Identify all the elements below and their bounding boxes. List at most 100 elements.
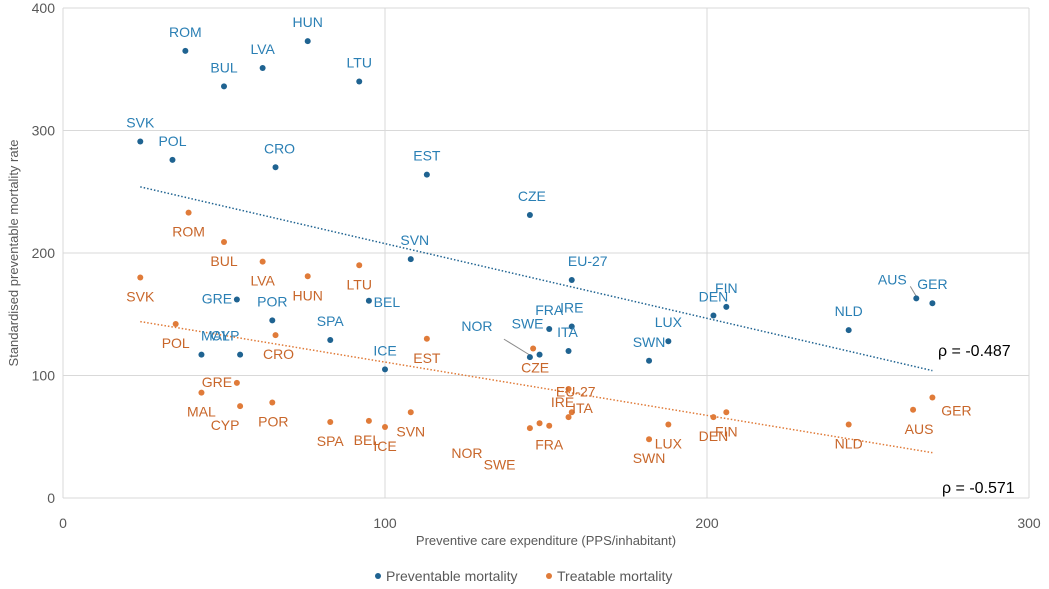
preventable-label-cze: CZE bbox=[518, 188, 546, 204]
gridlines bbox=[62, 7, 1030, 499]
treatable-label-ice: ICE bbox=[373, 438, 396, 454]
x-tick-label: 300 bbox=[1017, 515, 1041, 531]
preventable-label-lva: LVA bbox=[250, 41, 275, 57]
preventable-label-svn: SVN bbox=[400, 232, 429, 248]
preventable-point-gre bbox=[233, 296, 240, 303]
preventable-leader-nor bbox=[503, 338, 531, 356]
x-tick-label: 100 bbox=[373, 515, 397, 531]
preventable-label-nld: NLD bbox=[835, 303, 863, 319]
treatable-label-svk: SVK bbox=[126, 289, 155, 305]
preventable-point-bul bbox=[221, 83, 227, 90]
legend-label-treatable: Treatable mortality bbox=[557, 568, 672, 584]
treatable-label-aus: AUS bbox=[905, 421, 934, 437]
treatable-point-swe bbox=[536, 420, 543, 427]
treatable-label-hun: HUN bbox=[293, 287, 323, 303]
preventable-trendline bbox=[140, 186, 933, 372]
treatable-label-eu-27: EU-27 bbox=[556, 383, 596, 399]
treatable-label-swn: SWN bbox=[633, 450, 666, 466]
preventable-label-svk: SVK bbox=[126, 115, 155, 131]
treatable-label-bel: BEL bbox=[354, 432, 381, 448]
preventable-label-aus: AUS bbox=[878, 271, 907, 287]
preventable-label-eu-27: EU-27 bbox=[568, 253, 608, 269]
preventable-label-por: POR bbox=[257, 293, 287, 309]
treatable-label-spa: SPA bbox=[317, 433, 345, 449]
preventable-point-cro bbox=[272, 164, 279, 171]
treatable-point-ice bbox=[382, 423, 388, 430]
treatable-label-gre: GRE bbox=[202, 374, 232, 390]
preventable-point-nld bbox=[845, 327, 852, 334]
treatable-label-fra: FRA bbox=[535, 437, 564, 453]
legend: Preventable mortality Treatable mortalit… bbox=[375, 568, 672, 584]
preventable-point-bel bbox=[365, 297, 372, 304]
preventable-point-ltu bbox=[356, 78, 363, 85]
treatable-point-bul bbox=[221, 238, 227, 245]
preventable-point-pol bbox=[169, 156, 176, 163]
treatable-point-pol bbox=[172, 321, 179, 328]
preventable-point-nor bbox=[526, 354, 533, 361]
y-tick-label: 400 bbox=[32, 0, 56, 16]
preventable-point-svn bbox=[407, 256, 414, 263]
treatable-label-fin: FIN bbox=[715, 423, 738, 439]
treatable-label-nor: NOR bbox=[451, 445, 482, 461]
axis-ticks: 0 100 200 300 400 0 100 200 300 bbox=[32, 0, 1041, 531]
treatable-point-cze bbox=[530, 345, 537, 352]
treatable-point-est bbox=[423, 335, 430, 342]
preventable-point-por bbox=[269, 317, 276, 324]
preventable-point-aus bbox=[913, 295, 920, 302]
x-tick-label: 0 bbox=[59, 515, 67, 531]
preventable-point-ice bbox=[382, 366, 388, 373]
treatable-label-pol: POL bbox=[162, 335, 190, 351]
x-axis-title: Preventive care expenditure (PPS/inhabit… bbox=[416, 533, 676, 548]
y-axis-title: Standardised preventable mortality rate bbox=[6, 140, 21, 367]
preventable-leader-aus bbox=[909, 286, 917, 297]
preventable-label-fin: FIN bbox=[715, 280, 738, 296]
treatable-label-cyp: CYP bbox=[211, 417, 240, 433]
preventable-label-rom: ROM bbox=[169, 24, 202, 40]
treatable-point-gre bbox=[233, 379, 240, 386]
preventable-point-ire bbox=[568, 323, 575, 330]
preventable-label-fra: FRA bbox=[535, 302, 564, 318]
preventable-point-fra bbox=[546, 325, 553, 332]
preventable-label-nor: NOR bbox=[461, 318, 492, 334]
preventable-point-rom bbox=[182, 47, 189, 54]
treatable-point-hun bbox=[304, 273, 311, 280]
preventable-label-bul: BUL bbox=[210, 59, 237, 75]
treatable-point-ger bbox=[929, 394, 936, 401]
preventable-point-lva bbox=[259, 65, 266, 72]
treatable-point-spa bbox=[327, 419, 334, 426]
preventable-label-ire: IRE bbox=[560, 300, 583, 316]
preventable-label-mal: MAL bbox=[201, 328, 230, 344]
treatable-rho-annotation: ρ = -0.571 bbox=[942, 480, 1015, 497]
treatable-label-swe: SWE bbox=[484, 456, 516, 472]
preventable-label-cro: CRO bbox=[264, 140, 295, 156]
preventable-point-swn bbox=[646, 357, 653, 364]
treatable-point-eu-27 bbox=[568, 409, 575, 416]
preventable-label-swn: SWN bbox=[633, 334, 666, 350]
preventable-point-fin bbox=[723, 303, 730, 310]
treatable-label-ger: GER bbox=[941, 403, 971, 419]
treatable-label-mal: MAL bbox=[187, 404, 216, 420]
preventable-point-spa bbox=[327, 336, 334, 343]
preventable-point-swe bbox=[536, 351, 543, 358]
preventable-label-lux: LUX bbox=[655, 314, 683, 330]
preventable-point-est bbox=[423, 171, 430, 178]
treatable-point-ita bbox=[565, 385, 572, 392]
treatable-point-lva bbox=[259, 258, 266, 265]
preventable-label-swe: SWE bbox=[512, 316, 544, 332]
preventable-point-den bbox=[710, 312, 717, 319]
treatable-label-cze: CZE bbox=[521, 360, 549, 376]
treatable-label-ltu: LTU bbox=[347, 276, 372, 292]
legend-marker-treatable bbox=[546, 573, 552, 579]
treatable-point-mal bbox=[198, 389, 205, 396]
preventable-point-ita bbox=[565, 348, 572, 354]
preventable-point-eu-27 bbox=[568, 276, 575, 283]
preventable-rho-annotation: ρ = -0.487 bbox=[938, 343, 1011, 360]
preventable-label-gre: GRE bbox=[202, 291, 232, 307]
treatable-label-lva: LVA bbox=[250, 273, 275, 289]
preventable-label-pol: POL bbox=[158, 133, 186, 149]
data-points bbox=[137, 38, 936, 443]
preventable-label-ltu: LTU bbox=[347, 55, 372, 71]
y-tick-label: 100 bbox=[32, 368, 56, 384]
treatable-point-aus bbox=[910, 406, 917, 413]
